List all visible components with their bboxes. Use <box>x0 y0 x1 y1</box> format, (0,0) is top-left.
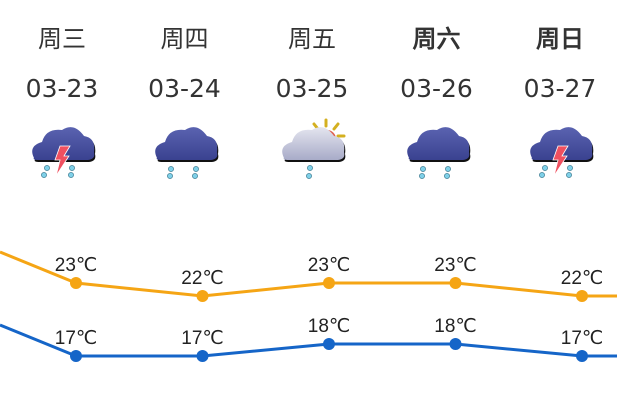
low-temperature-label: 17℃ <box>561 328 603 349</box>
high-temperature-label: 23℃ <box>55 255 97 276</box>
weekday-label: 周日 <box>536 25 584 53</box>
high-temperature-point <box>323 277 335 289</box>
low-temperature-point <box>449 338 462 350</box>
weekday-label: 周六 <box>412 25 461 53</box>
thunderstorm-rain-icon <box>522 118 598 188</box>
date-label: 03-23 <box>25 74 99 103</box>
low-temperature-point <box>70 350 82 362</box>
low-temperature-label: 17℃ <box>55 328 97 349</box>
low-temperature-point <box>323 338 335 350</box>
low-temperature-label: 18℃ <box>434 316 476 337</box>
low-temperature-point <box>576 350 588 362</box>
high-temperature-point <box>70 277 82 289</box>
thunderstorm-rain-icon <box>24 118 100 188</box>
low-temperature-label: 17℃ <box>181 328 223 349</box>
partly-cloudy-rain-icon <box>274 118 350 188</box>
date-label: 03-27 <box>523 74 597 103</box>
high-temperature-label: 23℃ <box>434 255 476 276</box>
high-temperature-label: 23℃ <box>308 255 350 276</box>
low-temperature-label: 18℃ <box>308 316 350 337</box>
date-label: 03-24 <box>148 74 221 103</box>
rain-icon <box>399 118 475 188</box>
high-temperature-label: 22℃ <box>561 268 603 289</box>
rain-icon <box>147 118 223 188</box>
date-label: 03-26 <box>400 74 473 103</box>
date-label: 03-25 <box>275 74 349 103</box>
weekday-label: 周五 <box>288 25 336 53</box>
high-temperature-point <box>196 290 209 302</box>
high-temperature-point <box>576 290 588 302</box>
high-temperature-point <box>449 277 462 289</box>
weekday-label: 周四 <box>160 25 209 53</box>
low-temperature-point <box>196 350 209 362</box>
weekday-label: 周三 <box>38 25 86 53</box>
high-temperature-label: 22℃ <box>181 268 223 289</box>
